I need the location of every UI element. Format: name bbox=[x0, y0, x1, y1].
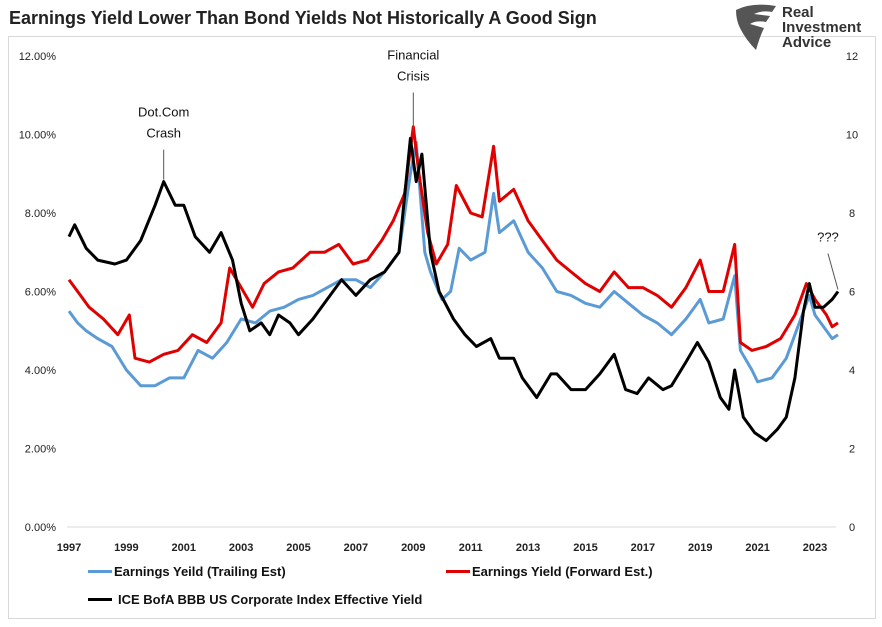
legend-label: ICE BofA BBB US Corporate Index Effectiv… bbox=[118, 592, 423, 607]
logo-text: Real Investment Advice bbox=[782, 5, 861, 50]
y-left-tick-label: 2.00% bbox=[25, 444, 56, 456]
annotation-label: Crisis bbox=[397, 69, 430, 84]
annotation-label: ??? bbox=[817, 230, 839, 245]
series-line bbox=[67, 140, 839, 388]
x-tick-label: 2017 bbox=[631, 542, 655, 554]
legend-label: Earnings Yeild (Trailing Est) bbox=[114, 564, 286, 579]
logo-line: Advice bbox=[782, 34, 832, 51]
legend-item-forward: Earnings Yield (Forward Est.) bbox=[446, 564, 653, 579]
y-left-tick-label: 6.00% bbox=[25, 287, 56, 299]
annotation-leader bbox=[827, 253, 839, 290]
x-tick-label: 2007 bbox=[344, 542, 368, 554]
legend-item-bbb: ICE BofA BBB US Corporate Index Effectiv… bbox=[88, 592, 422, 607]
chart-title: Earnings Yield Lower Than Bond Yields No… bbox=[9, 8, 597, 28]
logo-line: Real bbox=[782, 4, 814, 21]
x-tick-label: 2009 bbox=[401, 542, 425, 554]
legend-swatch bbox=[88, 570, 112, 573]
y-right-tick-label: 4 bbox=[849, 365, 855, 377]
y-right-tick-label: 12 bbox=[846, 51, 858, 63]
eagle-logo-icon bbox=[736, 4, 776, 50]
y-right-tick-label: 8 bbox=[849, 208, 855, 220]
y-left-tick-label: 0.00% bbox=[25, 522, 56, 534]
legend-swatch bbox=[446, 570, 470, 573]
y-right-tick-label: 0 bbox=[849, 522, 855, 534]
y-left-tick-label: 10.00% bbox=[19, 130, 57, 142]
series-line bbox=[67, 136, 840, 443]
x-tick-label: 2011 bbox=[459, 542, 483, 554]
y-left-tick-label: 8.00% bbox=[25, 208, 56, 220]
x-tick-label: 1997 bbox=[57, 542, 81, 554]
annotation-label: Crash bbox=[146, 126, 181, 141]
x-tick-label: 2001 bbox=[172, 542, 196, 554]
x-tick-label: 2021 bbox=[745, 542, 769, 554]
x-tick-label: 2005 bbox=[286, 542, 310, 554]
y-left-tick-label: 4.00% bbox=[25, 365, 56, 377]
legend-item-trailing: Earnings Yeild (Trailing Est) bbox=[88, 564, 286, 579]
x-tick-label: 2013 bbox=[516, 542, 540, 554]
logo-line: Investment bbox=[782, 19, 862, 36]
annotation-label: Financial bbox=[387, 48, 439, 63]
y-left-tick-label: 12.00% bbox=[19, 51, 57, 63]
x-tick-label: 2015 bbox=[573, 542, 597, 554]
y-right-tick-label: 10 bbox=[846, 130, 858, 142]
annotation-label: Dot.Com bbox=[138, 105, 189, 120]
legend-label: Earnings Yield (Forward Est.) bbox=[472, 564, 653, 579]
chart-frame bbox=[8, 36, 876, 619]
series-line bbox=[67, 125, 839, 364]
x-tick-label: 1999 bbox=[114, 542, 138, 554]
legend-swatch bbox=[88, 598, 112, 601]
x-tick-label: 2023 bbox=[803, 542, 827, 554]
x-tick-label: 2019 bbox=[688, 542, 712, 554]
y-right-tick-label: 2 bbox=[849, 444, 855, 456]
x-tick-label: 2003 bbox=[229, 542, 253, 554]
y-right-tick-label: 6 bbox=[849, 287, 855, 299]
